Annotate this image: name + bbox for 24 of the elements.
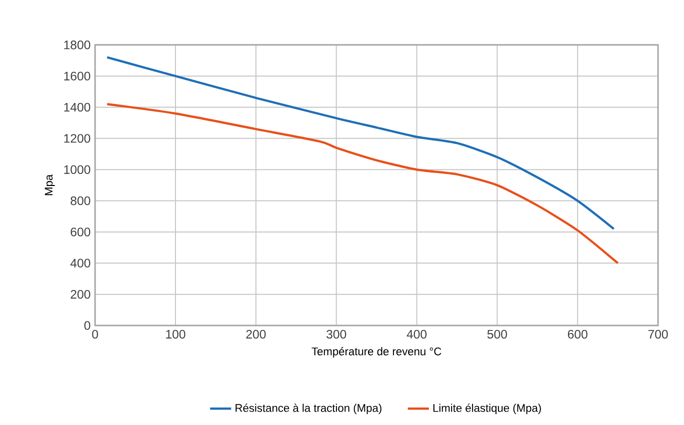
- line-series: [106, 56, 615, 230]
- y-tick-label: 1000: [64, 165, 90, 174]
- x-tick-label: 600: [568, 330, 588, 338]
- y-tick-label: 1400: [64, 102, 90, 112]
- y-tick-label: 1600: [64, 71, 90, 80]
- y-tick-label: 0: [84, 320, 90, 330]
- y-tick-label: 200: [70, 290, 90, 298]
- x-tick-label: 100: [166, 330, 186, 338]
- x-tick-label: 400: [406, 330, 427, 338]
- x-tick-label: 700: [648, 330, 668, 338]
- x-axis-title: Température de revenu °C: [312, 346, 442, 358]
- y-tick-label: 800: [70, 196, 90, 205]
- legend-label: Limite élastique (Mpa): [433, 403, 541, 414]
- y-tick-label: 400: [70, 258, 90, 268]
- y-tick-label: 1200: [64, 134, 90, 143]
- legend-label: Résistance à la traction (Mpa): [236, 403, 382, 414]
- line-series: [106, 102, 619, 264]
- y-tick-label: 1800: [64, 40, 90, 50]
- x-tick-label: 300: [326, 330, 346, 338]
- x-tick-label: 0: [92, 330, 98, 338]
- y-axis-title: Mpa: [44, 174, 55, 195]
- y-tick-label: 600: [70, 227, 90, 236]
- x-tick-label: 200: [246, 330, 266, 338]
- x-tick-label: 500: [487, 330, 507, 338]
